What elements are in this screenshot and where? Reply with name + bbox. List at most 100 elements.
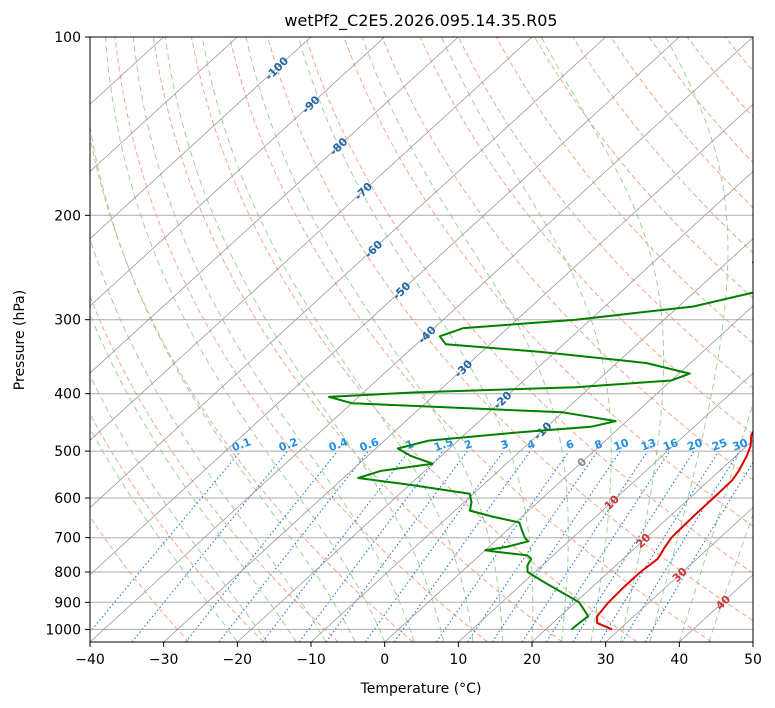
mixing-ratio-line [435,450,570,642]
dry-adiabat-line [724,37,753,72]
mixing-ratio-line [599,450,720,642]
mixing-ratio-label: 0.1 [230,435,253,454]
x-axis: −40 −30 −20 −10 0 10 20 30 40 50 [75,642,762,668]
dry-adiabat-line [534,37,753,299]
sounding-series [328,260,753,631]
mixing-ratio-line [90,450,242,633]
dry-adiabat-line [763,37,775,642]
dry-adiabat-line [495,37,753,344]
mixing-ratio-line [545,450,671,642]
isotherm-line [90,37,385,307]
isotherm-line [90,37,606,509]
mixing-ratio-line [521,450,649,642]
isotherm-line [90,37,533,441]
moist-adiabat-line [90,374,268,642]
dry-adiabat-line [90,295,339,642]
moist-adiabat-line [90,427,238,642]
mixing-ratio-line [364,450,505,642]
y-tick-label: 400 [54,387,81,403]
mixing-ratio-line [491,450,621,642]
moist-adiabat-line [90,236,327,642]
mixing-ratio-line [185,450,339,642]
mixing-ratio-label: 2 [462,437,474,452]
isobar-gridlines [90,37,753,630]
dry-adiabat-line [457,37,753,389]
y-tick-label: 200 [54,208,81,224]
mixing-ratio-label: 25 [710,436,729,453]
moist-adiabat-line [105,37,386,642]
mixing-ratio-line [467,450,599,642]
mixing-ratio-label: 30 [731,436,750,454]
dry-adiabat-line [229,37,712,642]
isotherm-line [90,37,680,576]
dry-adiabat-line [648,37,753,164]
mixing-ratio-line [325,450,468,642]
mixing-ratio-lines: 0.1 0.2 0.4 0.6 1 1.5 2 3 4 6 8 10 13 16 20 25 30 36 [90,435,770,642]
moist-adiabat-line [90,123,356,642]
temperature-profile-line [596,430,753,631]
moist-adiabat-line [678,401,753,642]
isotherm-line [310,238,753,642]
x-tick-label: −20 [223,652,253,668]
isotherm-line [605,507,753,642]
moist-adiabat-line [245,37,503,642]
isotherm-line [531,439,753,642]
mixing-ratio-line [621,450,740,642]
mixing-ratio-line [131,450,289,642]
isotherm-line [90,37,312,240]
y-tick-label: 300 [54,313,81,329]
y-tick-label: 100 [54,30,81,46]
isotherm-line [384,305,753,642]
isotherm-line [90,37,238,172]
plot-area: 0.1 0.2 0.4 0.6 1 1.5 2 3 4 6 8 10 13 16 20 25 30 36 -100… [90,37,775,642]
mixing-ratio-label: 10 [612,436,631,454]
x-tick-label: 20 [523,652,541,668]
y-tick-label: 800 [54,565,81,581]
mixing-ratio-label: 0.4 [327,435,350,454]
plot-frame [89,36,754,643]
moist-adiabat-line [90,312,297,642]
dry-adiabat-line [267,37,753,622]
mixing-ratio-line [572,450,695,642]
isotherm-gridlines [90,37,753,642]
mixing-ratio-label: 16 [661,436,680,454]
isotherm-line [163,103,753,642]
isotherm-line [237,170,753,642]
moist-adiabat-line [540,37,664,642]
dry-adiabat-line [152,37,563,642]
chart-title: wetPf2_C2E5.2026.095.14.35.R05 [284,11,557,31]
y-tick-label: 500 [54,444,81,460]
x-tick-label: 0 [380,652,389,668]
dry-adiabat-line [686,37,753,118]
mixing-ratio-label: 36 [751,436,770,454]
moist-adiabat-line [441,37,612,642]
dry-adiabat-line [90,412,264,642]
mixing-ratio-line [218,450,369,642]
x-tick-label: 50 [744,652,762,668]
x-tick-label: 10 [449,652,467,668]
dry-adiabat-line [343,37,753,527]
mixing-ratio-label: 4 [525,437,537,452]
y-tick-label: 700 [54,531,81,547]
y-axis: 100 200 300 400 500 600 700 800 900 1000 [45,30,90,638]
mixing-ratio-label: 3 [499,437,511,452]
x-tick-label: 40 [670,652,688,668]
x-tick-label: −30 [149,652,179,668]
mixing-ratio-label: 6 [564,437,576,452]
mixing-ratio-label: 20 [685,436,704,454]
mixing-ratio-label: 13 [639,436,658,453]
x-tick-label: −40 [75,652,105,668]
isotherm-line [752,641,753,642]
y-tick-label: 600 [54,491,81,507]
isotherm-line [90,37,459,374]
y-tick-label: 1000 [45,622,81,638]
moist-adiabat-line [164,37,445,642]
dewpoint-profile-line [328,260,753,631]
dry-adiabat-line [114,37,488,642]
dry-adiabats [90,37,775,642]
moist-adiabat-line [297,37,534,642]
mixing-ratio-label: 0.2 [277,435,300,454]
moist-adiabat-line [708,513,753,642]
dry-adiabat-line [381,37,753,481]
